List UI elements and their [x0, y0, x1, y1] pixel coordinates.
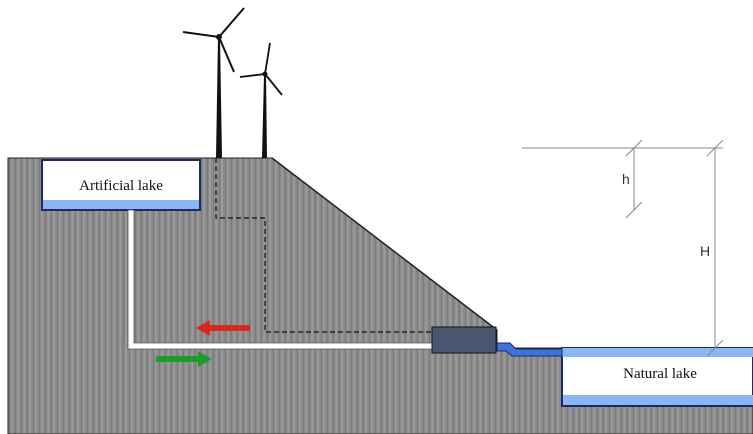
dimension-lines	[522, 139, 724, 357]
natural-lake	[561, 347, 753, 407]
height-H-label: H	[700, 243, 710, 259]
artificial-lake-label: Artificial lake	[79, 178, 163, 194]
arrow-right-icon	[156, 351, 212, 367]
cable-dashed	[215, 158, 432, 333]
artificial-lake	[41, 159, 201, 211]
wind-turbine-icon	[182, 7, 245, 158]
wind-turbine-icon	[239, 42, 283, 158]
height-h-label: h	[622, 171, 630, 187]
natural-lake-label: Natural lake	[623, 366, 697, 382]
power-station	[431, 326, 497, 354]
arrow-left-icon	[196, 320, 250, 336]
outlet-channel	[496, 342, 563, 357]
hill-slope-line	[271, 157, 498, 331]
